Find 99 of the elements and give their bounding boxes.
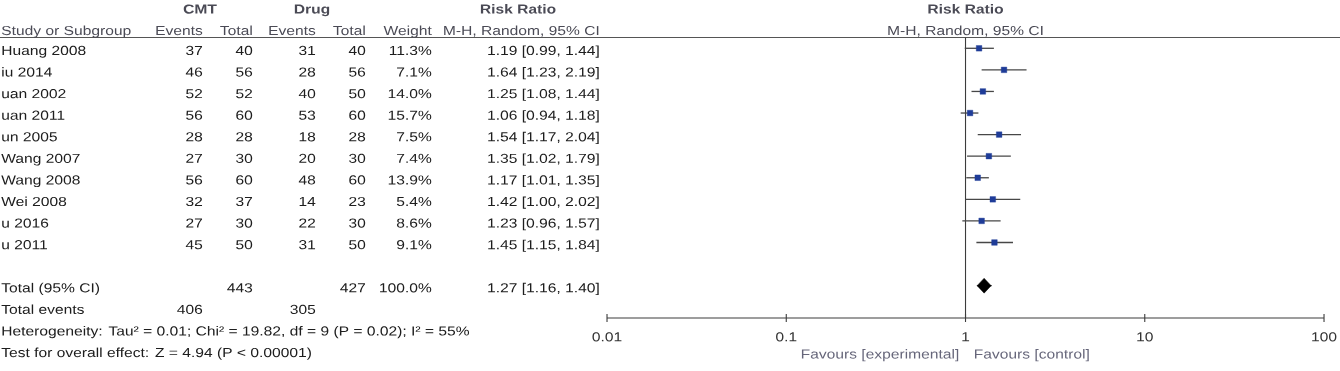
data-label: 60 — [236, 175, 253, 185]
data-label: 60 — [236, 110, 253, 120]
data-label: 60 — [349, 110, 366, 120]
data-label: 23 — [349, 196, 366, 207]
data-label: 443 — [227, 283, 253, 293]
text: Study or Subgroup — [1, 25, 131, 38]
category-label: u 2011 — [2, 240, 47, 250]
data-label: 427 — [340, 283, 366, 293]
data-label: 1.45 [1.15, 1.84] — [488, 239, 599, 252]
data-label: 40 — [348, 45, 366, 56]
x-tick-label: 1 — [962, 332, 970, 342]
text: Total — [333, 25, 365, 36]
data-label: 5.4% — [396, 196, 432, 207]
data-label: 15.7% — [388, 110, 432, 120]
text: Risk Ratio — [480, 4, 556, 14]
data-label: 50 — [349, 89, 366, 99]
data-label: 11.3% — [389, 45, 432, 56]
data-label: 30 — [236, 153, 253, 163]
data-label: 27 — [186, 218, 203, 228]
data-label: 28 — [299, 67, 316, 77]
data-label: 46 — [185, 67, 203, 77]
data-label: 1.42 [1.00, 2.02] — [488, 196, 599, 209]
data-label: 40 — [298, 89, 316, 99]
data-label: 32 — [186, 196, 203, 207]
x-tick-label: 100 — [1312, 332, 1337, 342]
data-label: 56 — [236, 67, 253, 77]
data-label: 56 — [186, 175, 203, 185]
text: Test for overall effect: Z = 4.94 (P < 0.00001) — [1, 347, 311, 360]
data-label: 50 — [349, 240, 366, 250]
text: Events — [269, 26, 316, 36]
data-label: 8.6% — [396, 218, 432, 228]
category-label: Huang 2008 — [2, 45, 86, 58]
data-label: 30 — [236, 218, 253, 228]
data-label: 1.23 [0.96, 1.57] — [488, 218, 599, 231]
data-label: 28 — [186, 132, 203, 142]
data-label: 48 — [298, 175, 316, 185]
category-label: u 2016 — [2, 218, 49, 228]
data-label: 45 — [185, 240, 203, 250]
data-label: 1.06 [0.94, 1.18] — [488, 110, 599, 123]
data-label: 56 — [349, 67, 366, 77]
data-label: 22 — [299, 218, 316, 228]
data-label: 28 — [236, 132, 253, 142]
category-label: un 2005 — [2, 132, 57, 142]
text: Heterogeneity: Tau² = 0.01; Chi² = 19.82, df = 9 (P = 0.02); I² = 55% — [2, 326, 470, 339]
data-label: 100.0% — [380, 283, 432, 293]
data-label: 1.27 [1.16, 1.40] — [488, 282, 599, 295]
data-label: 37 — [236, 196, 253, 207]
data-label: 14 — [299, 197, 316, 206]
x-tick-label: 10 — [1137, 332, 1153, 342]
data-label: 1.54 [1.17, 2.04] — [488, 131, 599, 144]
text: Favours [experimental] — [801, 349, 959, 362]
data-label: 1.64 [1.23, 2.19] — [488, 67, 599, 80]
data-label: 1.17 [1.01, 1.35] — [488, 174, 599, 188]
data-label: 52 — [186, 89, 203, 99]
text: Weight — [383, 25, 432, 38]
category-label: Wang 2008 — [1, 175, 80, 188]
data-label: 9.1% — [396, 240, 432, 250]
text: M-H, Random, 95% CI — [444, 25, 599, 37]
data-label: 7.5% — [397, 132, 432, 142]
data-label: 56 — [186, 110, 203, 120]
data-label: 50 — [236, 240, 253, 250]
category-label: Total (95% CI) — [1, 282, 100, 295]
data-label: 37 — [186, 45, 203, 56]
data-label: 1.25 [1.08, 1.44] — [488, 88, 599, 101]
data-label: 20 — [299, 153, 316, 163]
data-label: 28 — [349, 132, 366, 142]
text: Drug — [294, 4, 330, 17]
data-label: 1.35 [1.02, 1.79] — [488, 153, 599, 166]
data-label: 13.9% — [388, 175, 432, 185]
category-label: Wang 2007 — [1, 153, 80, 166]
x-tick-label: 0.1 — [776, 332, 797, 342]
data-label: 14.0% — [388, 89, 432, 99]
data-label: 406 — [177, 304, 203, 314]
data-label: 30 — [349, 218, 366, 228]
data-label: 1.19 [0.99, 1.44] — [488, 45, 599, 58]
x-tick-label: 0.01 — [592, 332, 622, 342]
data-label: 30 — [349, 153, 366, 163]
data-label: 7.4% — [397, 153, 432, 163]
category-label: Total events — [1, 304, 84, 314]
category-label: iu 2014 — [2, 67, 52, 77]
data-label: 305 — [290, 304, 316, 314]
chart-title: Risk Ratio — [928, 4, 1004, 14]
category-label: uan 2002 — [2, 89, 66, 99]
data-label: 53 — [299, 110, 316, 120]
text: Events — [156, 26, 203, 36]
data-label: 7.1% — [397, 67, 432, 77]
data-label: 60 — [349, 175, 366, 185]
data-label: 27 — [186, 153, 203, 163]
data-label: 52 — [236, 89, 253, 99]
data-label: 40 — [235, 45, 253, 56]
category-label: Wei 2008 — [1, 196, 67, 207]
chart-subtitle: M-H, Random, 95% CI — [888, 25, 1043, 37]
text: CMT — [183, 4, 217, 14]
data-label: 31 — [299, 45, 316, 56]
text: Total — [220, 25, 252, 36]
category-label: uan 2011 — [2, 110, 65, 120]
data-label: 18 — [299, 132, 316, 142]
data-label: 31 — [299, 240, 316, 250]
text: Favours [control] — [975, 349, 1089, 362]
